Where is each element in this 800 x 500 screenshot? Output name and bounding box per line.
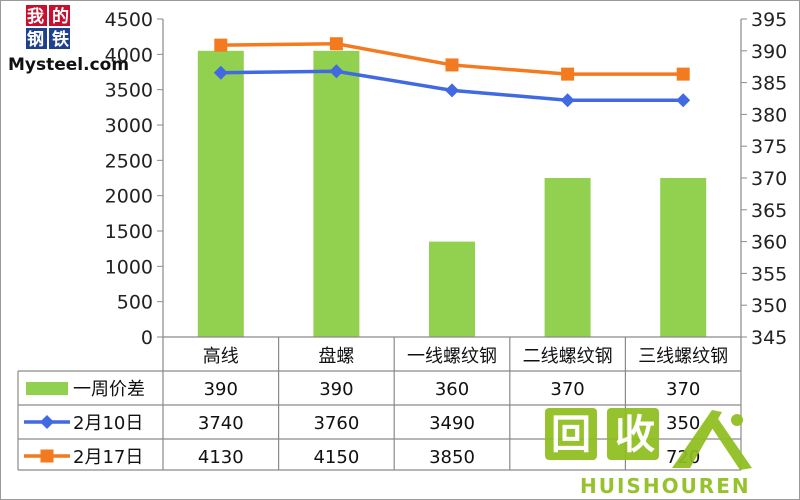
right-axis-tick-label: 360 (751, 232, 787, 254)
table-cell-value: 360 (435, 379, 469, 400)
watermark-person-icon (672, 410, 722, 468)
table-cell-value: 3490 (429, 413, 475, 434)
watermark-dot-icon (731, 414, 743, 426)
left-axis-tick-label: 4000 (105, 44, 153, 66)
series-2-point (561, 67, 575, 81)
table-cell-value: 370 (550, 379, 584, 400)
series-2-point (329, 37, 343, 51)
watermark-person-icon (708, 410, 752, 470)
right-axis-tick-label: 390 (751, 41, 787, 63)
left-axis-tick-label: 3000 (105, 115, 153, 137)
table-cell-value: 3760 (313, 413, 359, 434)
left-axis-tick-label: 1000 (105, 256, 153, 278)
category-label: 盘螺 (318, 346, 354, 367)
table-cell-value: 390 (204, 379, 238, 400)
left-axis-tick-label: 500 (117, 292, 153, 314)
category-label: 一线螺纹钢 (407, 346, 497, 367)
series-1-point (445, 83, 459, 98)
logo-blue-block (26, 28, 47, 49)
table-cell-value: 370 (666, 379, 700, 400)
series-1-point (329, 64, 344, 79)
left-axis-tick-label: 0 (141, 327, 153, 349)
watermark-block (607, 408, 659, 460)
bar-3 (429, 241, 475, 337)
right-axis-tick-label: 350 (751, 295, 787, 317)
bar-5 (660, 178, 707, 337)
series-1-point (560, 93, 575, 108)
series-1-point (213, 65, 228, 80)
right-axis-tick-label: 375 (751, 136, 787, 158)
left-axis-tick-label: 2000 (105, 186, 153, 208)
series-2-point (445, 58, 459, 72)
table-cell-value: 4130 (198, 447, 244, 468)
legend-series-name: 一周价差 (73, 379, 145, 400)
left-axis-tick-label: 3500 (105, 80, 153, 102)
table-cell-value: 390 (319, 379, 353, 400)
category-label: 三线螺纹钢 (638, 346, 728, 367)
category-label: 高线 (203, 346, 239, 367)
legend-series-name: 2月10日 (73, 413, 143, 434)
left-axis-tick-label: 4500 (105, 9, 153, 31)
series-2-point (214, 38, 228, 52)
right-axis-tick-label: 345 (751, 327, 787, 349)
left-axis-tick-label: 1500 (105, 221, 153, 243)
right-axis-tick-label: 395 (751, 9, 787, 31)
right-axis-tick-label: 380 (751, 104, 787, 126)
table-cell-value: 4150 (313, 447, 359, 468)
logo-blue-block (49, 28, 70, 49)
table-cell-value: 350 (666, 413, 700, 434)
right-axis-tick-label: 370 (751, 168, 787, 190)
watermark-en-text: HUISHOUREN (580, 474, 751, 498)
right-axis-tick-label: 385 (751, 73, 787, 95)
table-cell-value: 3740 (198, 413, 244, 434)
logo-red-block (26, 5, 47, 26)
legend-swatch-bar (26, 382, 68, 395)
series-1-point (676, 93, 691, 108)
logo-brand-text: Mysteel.com (8, 55, 129, 75)
legend-series-name: 2月17日 (73, 447, 143, 468)
right-axis-tick-label: 355 (751, 263, 787, 285)
series-2-point (676, 67, 690, 81)
legend-marker (40, 449, 54, 463)
watermark-block (545, 408, 597, 460)
mysteel-logo: 我的 钢铁 Mysteel.com (8, 5, 129, 75)
bar-1 (197, 50, 244, 338)
left-axis-tick-label: 2500 (105, 150, 153, 172)
table-cell-value: 3850 (429, 447, 475, 468)
bar-2 (313, 50, 360, 338)
category-label: 二线螺纹钢 (523, 346, 613, 367)
right-axis-tick-label: 365 (751, 200, 787, 222)
legend-marker (40, 415, 54, 429)
bar-4 (544, 178, 591, 337)
logo-red-block (49, 5, 70, 26)
